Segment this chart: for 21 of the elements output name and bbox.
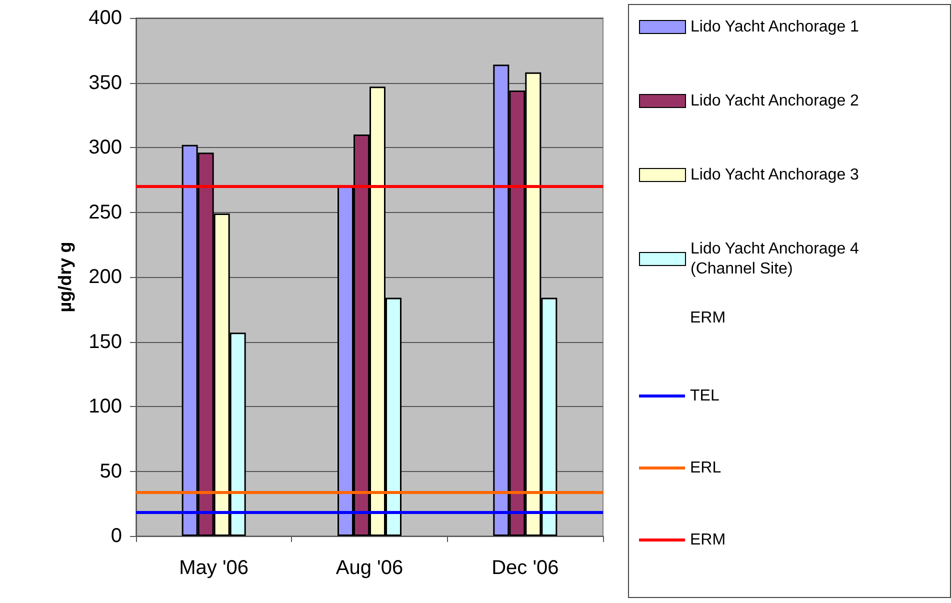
legend-label: Lido Yacht Anchorage 1 <box>690 18 860 36</box>
text: ERM <box>690 310 726 326</box>
y-tick-label: 400 <box>88 7 122 29</box>
y-tick-label: 300 <box>88 136 122 158</box>
legend-label: Lido Yacht Anchorage 2 <box>690 92 860 110</box>
y-tick-label: 0 <box>110 525 122 547</box>
x-tick-label: Aug '06 <box>336 557 404 579</box>
y-tick-label: 250 <box>88 201 122 224</box>
legend-label: ERL <box>690 460 722 476</box>
legend-label: ERM <box>690 532 726 548</box>
legend-label: Lido Yacht Anchorage 3 <box>690 166 860 184</box>
legend-label: TEL <box>690 388 720 404</box>
y-axis-title: µg/dry g <box>55 242 75 312</box>
y-tick-label: 200 <box>88 266 122 288</box>
x-tick-label: May '06 <box>179 557 249 579</box>
y-tick-label: 150 <box>88 330 122 353</box>
legend-label: Lido Yacht Anchorage 4 (Channel Site) <box>690 240 864 278</box>
x-tick-label: Dec '06 <box>492 557 559 579</box>
y-tick-label: 50 <box>100 460 122 482</box>
y-tick-label: 350 <box>88 72 122 94</box>
y-tick-label: 100 <box>88 396 122 418</box>
